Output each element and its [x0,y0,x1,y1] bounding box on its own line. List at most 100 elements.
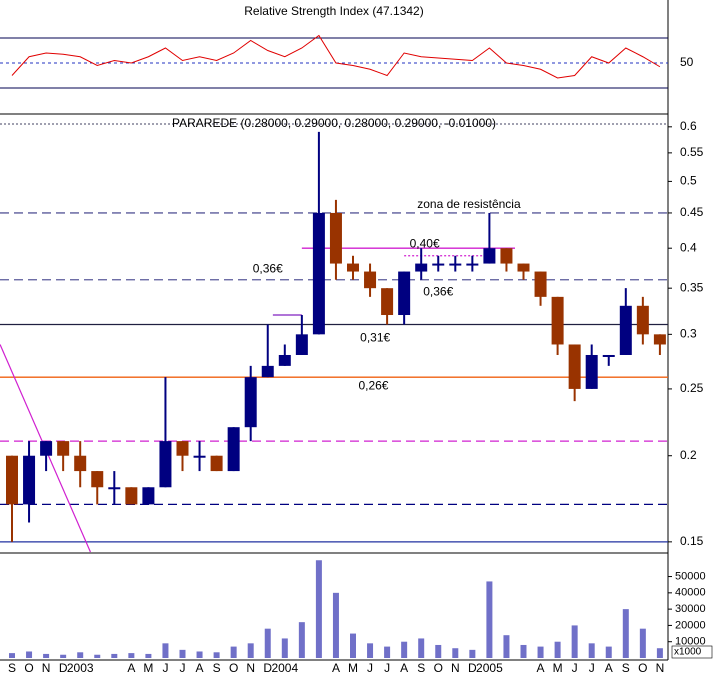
candle-body [466,263,479,266]
unit-label: x1000 [674,647,702,658]
x-tick-label: S [622,661,630,675]
volume-bar [503,635,510,658]
volume-bar [571,625,578,658]
x-tick-label: S [417,661,425,675]
volume-bar [247,643,254,658]
volume-bar [77,652,84,658]
candle-body [534,271,547,297]
volume-bar [60,654,67,658]
annotation: 0,40€ [410,237,440,251]
x-tick-label: A [332,661,340,675]
x-tick-label: O [229,661,238,675]
y-tick-label: 0.45 [680,205,704,219]
x-tick-label: A [537,661,545,675]
volume-bar [401,641,408,658]
volume-bar [128,653,135,658]
x-tick-label: 2005 [476,661,503,675]
candle-body [381,288,394,316]
candle-body [551,296,564,345]
x-tick-label: J [162,661,168,675]
x-tick-label: J [180,661,186,675]
candle-body [483,248,496,264]
y-tick-label: 0.15 [680,534,704,548]
candle-body [23,455,36,505]
price-title: PARAREDE (0.28000, 0.29000, 0.28000, 0.2… [172,116,496,130]
volume-bar [350,633,356,658]
annotation: 0,36€ [423,285,453,299]
x-tick-label: O [24,661,33,675]
x-tick-label: A [196,661,204,675]
volume-bar [281,638,288,658]
volume-bar [435,644,442,658]
volume-bar [486,581,493,658]
candle-body [312,212,325,335]
candle-body [295,334,308,355]
x-tick-label: M [348,661,358,675]
x-tick-label: J [367,661,373,675]
x-tick-label: 2004 [271,661,298,675]
x-tick-label: O [434,661,443,675]
y-tick-label: 0.55 [680,145,704,159]
y-tick-label: 50 [680,55,694,69]
volume-bar [162,643,169,658]
x-tick-label: M [143,661,153,675]
candle-body [210,455,223,472]
x-tick-label: A [605,661,613,675]
candle-body [636,305,649,335]
candle-body [74,455,87,472]
volume-bar [230,646,237,658]
volume-bar [94,654,101,658]
annotation: 0,31€ [360,331,390,345]
candle-body [398,271,411,316]
x-tick-label: 2003 [67,661,94,675]
unit-box [671,645,713,659]
candle-body [585,354,598,389]
candle-body [278,354,291,366]
candle-body [125,487,138,505]
x-tick-label: D [468,661,477,675]
annotation: zona de resistência [417,197,521,211]
candle-body [108,487,121,490]
volume-bar [213,652,220,658]
candle-body [57,441,70,456]
candle-body [193,455,206,458]
y-tick-label: 10000 [675,636,706,648]
candle-body [449,263,462,266]
volume-bar [622,609,629,658]
volume-bar [588,643,595,658]
rsi-title: Relative Strength Index (47.1342) [244,4,423,18]
x-tick-label: N [246,661,255,675]
y-tick-label: 0.5 [680,174,697,188]
candle-body [261,365,274,378]
y-tick-label: 50000 [675,570,706,582]
candle-body [91,471,104,488]
candle-body [432,263,445,266]
volume-bar [452,648,459,658]
volume-bar [264,628,271,658]
rsi-line [11,34,661,79]
candle-body [159,441,172,488]
candle-body [329,212,342,264]
x-tick-label: J [572,661,578,675]
x-tick-label: D [263,661,272,675]
y-tick-label: 20000 [675,619,706,631]
candle-body [619,305,632,355]
volume-bar [469,649,476,658]
candle-body [500,248,513,264]
candle-body [517,263,530,272]
x-tick-label: S [213,661,221,675]
candle-body [6,455,18,505]
candle-body [347,263,359,272]
x-tick-label: M [553,661,563,675]
candle-body [653,334,666,345]
y-tick-label: 0.25 [680,381,704,395]
y-tick-label: 0.4 [680,240,697,254]
volume-bar [111,653,118,658]
volume-bar [9,653,15,658]
volume-bar [537,646,544,658]
candle-body [244,377,257,428]
volume-bar [367,643,374,658]
y-tick-label: 0.35 [680,280,704,294]
